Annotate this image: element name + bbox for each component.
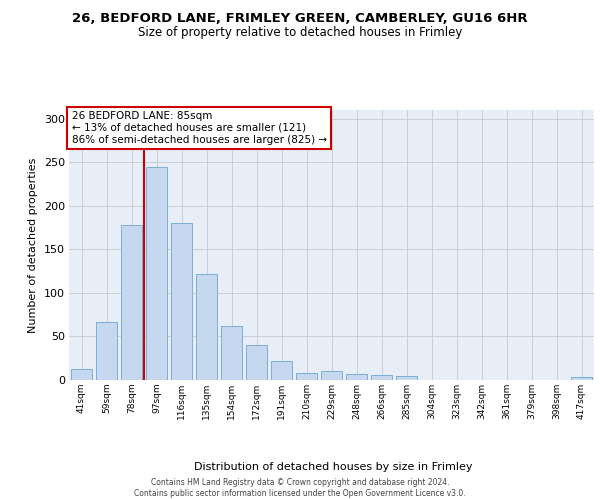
Bar <box>221 326 242 380</box>
Bar <box>121 225 142 380</box>
Bar <box>571 378 592 380</box>
Bar <box>96 322 117 380</box>
Bar <box>346 374 367 380</box>
Y-axis label: Number of detached properties: Number of detached properties <box>28 158 38 332</box>
Bar <box>271 361 292 380</box>
Bar <box>396 376 417 380</box>
Bar <box>146 166 167 380</box>
Text: Contains HM Land Registry data © Crown copyright and database right 2024.
Contai: Contains HM Land Registry data © Crown c… <box>134 478 466 498</box>
Bar <box>171 223 192 380</box>
Bar <box>71 368 92 380</box>
Bar <box>371 375 392 380</box>
Text: Distribution of detached houses by size in Frimley: Distribution of detached houses by size … <box>194 462 472 472</box>
Bar <box>196 274 217 380</box>
Text: Size of property relative to detached houses in Frimley: Size of property relative to detached ho… <box>138 26 462 39</box>
Text: 26 BEDFORD LANE: 85sqm
← 13% of detached houses are smaller (121)
86% of semi-de: 26 BEDFORD LANE: 85sqm ← 13% of detached… <box>71 112 327 144</box>
Text: 26, BEDFORD LANE, FRIMLEY GREEN, CAMBERLEY, GU16 6HR: 26, BEDFORD LANE, FRIMLEY GREEN, CAMBERL… <box>72 12 528 26</box>
Bar <box>321 372 342 380</box>
Bar <box>296 373 317 380</box>
Bar <box>246 345 267 380</box>
